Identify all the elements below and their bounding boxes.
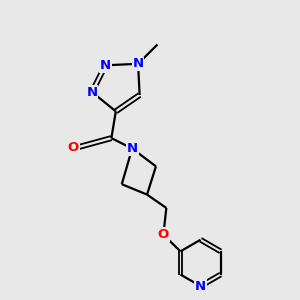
Text: N: N — [195, 280, 206, 292]
Text: O: O — [158, 228, 169, 241]
Text: N: N — [86, 85, 98, 98]
Text: N: N — [100, 59, 111, 72]
Text: N: N — [133, 57, 144, 70]
Text: O: O — [68, 140, 79, 154]
Text: N: N — [127, 142, 138, 155]
